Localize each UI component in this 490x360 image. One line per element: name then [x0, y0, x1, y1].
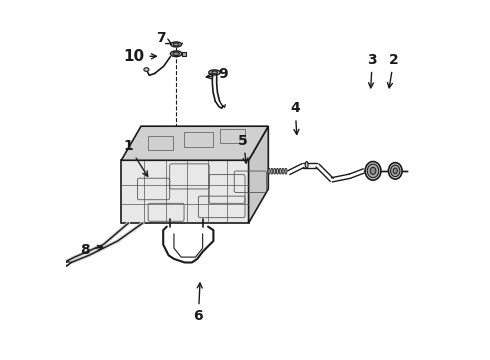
Ellipse shape [171, 42, 181, 47]
Ellipse shape [391, 165, 400, 177]
Ellipse shape [393, 168, 397, 174]
Polygon shape [248, 126, 269, 223]
Ellipse shape [365, 162, 381, 180]
Ellipse shape [171, 51, 182, 57]
Ellipse shape [279, 168, 281, 174]
Text: 2: 2 [388, 53, 399, 88]
Ellipse shape [209, 70, 221, 75]
Text: 6: 6 [194, 283, 203, 323]
Text: 10: 10 [123, 49, 156, 64]
Ellipse shape [273, 168, 276, 174]
Ellipse shape [276, 168, 278, 174]
Text: 7: 7 [156, 31, 171, 45]
Text: 3: 3 [368, 53, 377, 88]
Polygon shape [122, 126, 269, 160]
Text: 1: 1 [123, 139, 147, 176]
Ellipse shape [212, 71, 218, 74]
Ellipse shape [282, 168, 284, 174]
Polygon shape [122, 160, 248, 223]
Ellipse shape [144, 68, 149, 71]
Ellipse shape [389, 163, 402, 179]
Ellipse shape [368, 164, 379, 178]
Text: 5: 5 [238, 134, 248, 163]
Ellipse shape [285, 168, 287, 174]
Ellipse shape [173, 43, 179, 46]
Ellipse shape [305, 162, 308, 168]
Text: 9: 9 [206, 67, 228, 81]
Ellipse shape [271, 168, 273, 174]
Text: 8: 8 [80, 243, 103, 257]
Text: 4: 4 [291, 101, 300, 134]
Ellipse shape [268, 168, 270, 174]
Ellipse shape [173, 52, 179, 55]
Polygon shape [182, 51, 186, 56]
Ellipse shape [370, 167, 376, 175]
